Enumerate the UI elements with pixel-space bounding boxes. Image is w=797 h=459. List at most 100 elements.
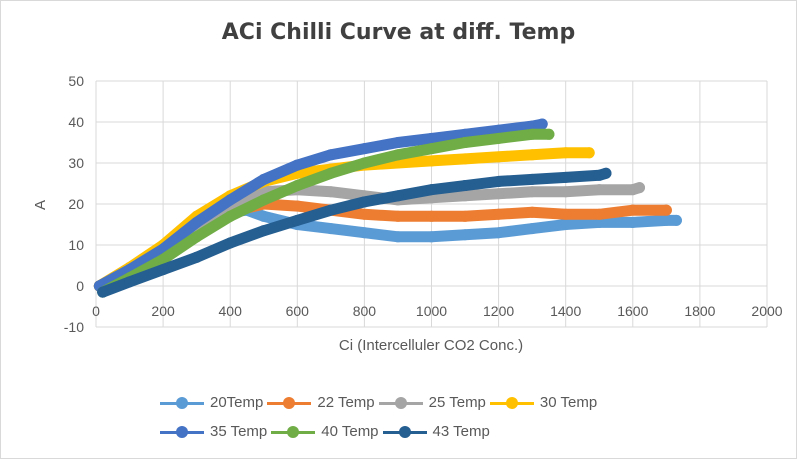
- data-point: [426, 143, 437, 155]
- data-point: [426, 155, 437, 167]
- x-tick-label: 1800: [684, 303, 715, 319]
- data-point: [493, 132, 505, 144]
- data-point: [392, 210, 404, 222]
- data-point: [426, 231, 437, 243]
- data-point: [560, 171, 572, 183]
- data-point: [600, 167, 612, 179]
- data-point: [560, 147, 572, 159]
- legend-label: 43 Temp: [432, 423, 490, 440]
- data-point: [426, 184, 437, 196]
- data-point: [543, 128, 555, 140]
- data-point: [560, 208, 572, 220]
- data-point: [325, 167, 337, 179]
- data-point: [258, 173, 270, 185]
- y-tick-labels: 50 40 30 20 10 0 -10: [64, 73, 84, 335]
- x-tick-label: 400: [219, 303, 243, 319]
- legend-item: 25 Temp: [378, 394, 486, 411]
- data-point: [358, 143, 370, 155]
- data-point: [258, 225, 270, 237]
- legend-label: 22 Temp: [317, 394, 375, 411]
- data-point: [392, 149, 404, 161]
- series-43-temp: [97, 167, 612, 298]
- data-point: [459, 190, 471, 202]
- data-point: [526, 186, 538, 198]
- legend-item: 35 Temp: [160, 423, 267, 440]
- legend-marker-icon: [160, 396, 204, 410]
- data-point: [670, 214, 682, 226]
- x-tick-label: 1600: [617, 303, 648, 319]
- x-axis-label: Ci (Intercelluler CO2 Conc.): [339, 337, 523, 354]
- data-point: [291, 180, 303, 192]
- data-point: [627, 204, 639, 216]
- data-point: [660, 214, 672, 226]
- data-point: [325, 204, 337, 216]
- legend-item: 43 Temp: [382, 423, 490, 440]
- x-tick-label: 0: [92, 303, 100, 319]
- legend-marker-icon: [271, 425, 316, 439]
- data-point: [392, 231, 404, 243]
- data-point: [560, 186, 572, 198]
- x-tick-label: 2000: [751, 303, 782, 319]
- x-tick-label: 1000: [416, 303, 447, 319]
- data-point: [459, 229, 471, 241]
- data-point: [426, 132, 437, 144]
- data-point: [392, 137, 404, 148]
- data-point: [526, 149, 538, 161]
- legend-label: 30 Temp: [539, 394, 598, 411]
- y-axis-label: A: [32, 200, 49, 210]
- data-point: [325, 149, 337, 161]
- data-point: [593, 208, 605, 220]
- data-point: [224, 210, 236, 222]
- data-point: [157, 253, 169, 265]
- chart-title: ACi Chilli Curve at diff. Temp: [221, 20, 576, 45]
- data-point: [459, 137, 471, 148]
- legend-marker-icon: [267, 396, 312, 410]
- data-point: [157, 264, 169, 276]
- legend-item: 40 Temp: [271, 423, 379, 440]
- data-point: [526, 206, 538, 218]
- data-point: [560, 219, 572, 230]
- legend-item: 30 Temp: [489, 394, 598, 411]
- data-point: [493, 151, 505, 163]
- y-tick-label: 10: [68, 237, 84, 253]
- data-point: [426, 210, 437, 222]
- legend-marker-icon: [382, 425, 427, 439]
- data-point: [291, 214, 303, 226]
- y-tick-label: 40: [68, 114, 84, 130]
- data-point: [97, 286, 109, 298]
- data-point: [593, 184, 605, 196]
- x-tick-label: 200: [151, 303, 175, 319]
- data-point: [258, 194, 270, 206]
- data-point: [358, 157, 370, 169]
- data-point: [493, 208, 505, 220]
- legend-item: 20Temp: [160, 394, 263, 411]
- data-point: [627, 216, 639, 228]
- data-point: [291, 159, 303, 171]
- data-point: [459, 210, 471, 222]
- data-point: [191, 251, 203, 263]
- data-point: [325, 223, 337, 235]
- data-point: [536, 118, 548, 130]
- y-tick-label: 50: [68, 73, 84, 89]
- data-point: [493, 175, 505, 187]
- x-tick-label: 600: [286, 303, 310, 319]
- legend-label: 35 Temp: [210, 423, 268, 440]
- legend-marker-icon: [378, 396, 423, 410]
- data-point: [224, 237, 236, 249]
- data-point: [358, 208, 370, 220]
- data-point: [325, 186, 337, 198]
- y-tick-label: 20: [68, 196, 84, 212]
- data-point: [634, 182, 646, 194]
- data-point: [258, 210, 270, 222]
- x-tick-labels: 0 200 400 600 800 1000 1200 1400 1600 1800 2000: [92, 303, 783, 319]
- y-tick-label: 0: [76, 278, 84, 294]
- data-point: [291, 200, 303, 212]
- y-tick-label: 30: [68, 155, 84, 171]
- legend-row: 35 Temp 40 Temp 43 Temp: [0, 417, 797, 446]
- x-tick-label: 1400: [550, 303, 581, 319]
- data-point: [358, 227, 370, 239]
- y-tick-label: -10: [64, 319, 84, 335]
- legend-label: 20Temp: [210, 394, 264, 411]
- data-point: [191, 231, 203, 243]
